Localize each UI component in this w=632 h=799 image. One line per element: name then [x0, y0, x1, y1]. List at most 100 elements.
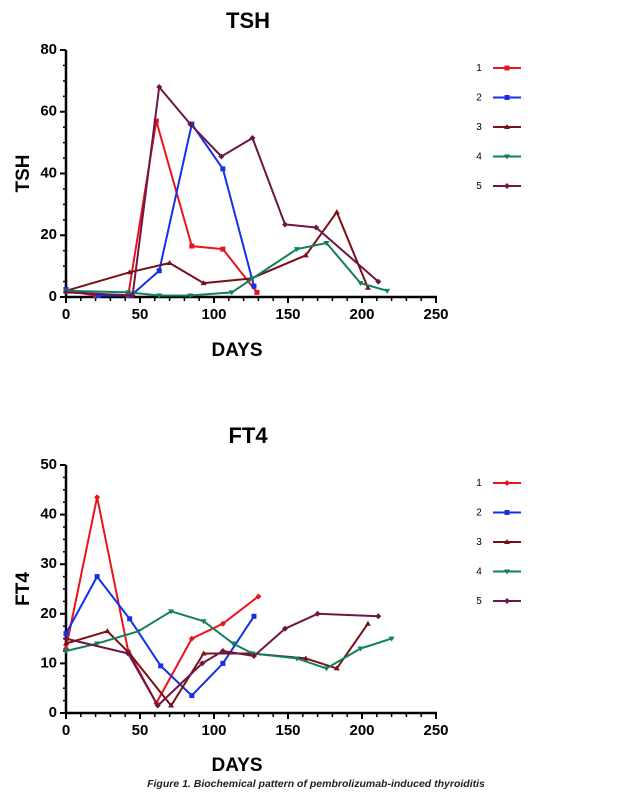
- legend-label: 2: [476, 508, 482, 519]
- data-point: [251, 613, 257, 619]
- data-point: [187, 293, 194, 299]
- data-point: [323, 240, 330, 246]
- data-point: [333, 665, 340, 671]
- data-point: [126, 269, 133, 275]
- x-tick-label: 200: [349, 722, 374, 739]
- data-point: [333, 209, 340, 215]
- data-point: [388, 636, 395, 642]
- data-point: [220, 660, 226, 666]
- series-2: [63, 121, 257, 298]
- data-point: [166, 260, 173, 266]
- chart-title: TSH: [226, 8, 270, 33]
- data-point: [125, 290, 132, 296]
- series-1: [63, 494, 262, 707]
- data-point: [200, 619, 207, 625]
- data-point: [250, 652, 257, 659]
- y-axis-label: TSH: [13, 155, 34, 193]
- y-tick-label: 40: [40, 164, 57, 181]
- data-point: [153, 118, 159, 124]
- data-point: [219, 620, 226, 627]
- x-tick-label: 250: [423, 722, 448, 739]
- data-point: [127, 616, 133, 622]
- data-point: [94, 574, 100, 580]
- series-3: [63, 209, 371, 293]
- legend-label: 5: [476, 181, 482, 192]
- x-tick-label: 0: [62, 306, 70, 323]
- x-tick-label: 100: [201, 722, 226, 739]
- data-point: [249, 134, 256, 141]
- series-4: [63, 240, 391, 299]
- legend-marker: [504, 510, 510, 515]
- data-point: [94, 641, 101, 647]
- legend-marker: [504, 539, 510, 544]
- data-point: [63, 640, 69, 646]
- y-tick-label: 20: [40, 605, 57, 622]
- data-point: [357, 281, 364, 287]
- legend-label: 1: [476, 63, 482, 74]
- y-tick-label: 30: [40, 555, 57, 572]
- data-point: [154, 702, 161, 709]
- legend-label: 2: [476, 93, 482, 104]
- x-axis-label: DAYS: [211, 755, 262, 776]
- data-point: [282, 221, 289, 228]
- data-point: [302, 655, 309, 661]
- data-point: [323, 666, 330, 672]
- data-point: [96, 292, 102, 298]
- data-point: [189, 243, 195, 249]
- legend-marker: [504, 65, 510, 71]
- data-point: [364, 284, 371, 290]
- data-point: [200, 280, 207, 286]
- data-point: [220, 166, 226, 172]
- data-point: [220, 246, 226, 252]
- data-point: [158, 663, 164, 669]
- data-point: [63, 635, 69, 642]
- legend-label: 5: [476, 596, 482, 607]
- data-point: [218, 153, 225, 160]
- series-line: [65, 496, 260, 705]
- figure-caption: Figure 1. Biochemical pattern of pembrol…: [147, 778, 485, 790]
- data-point: [125, 650, 132, 657]
- legend-marker: [504, 124, 510, 129]
- data-point: [168, 609, 175, 615]
- chart-title: FT4: [228, 423, 268, 448]
- data-point: [302, 252, 309, 258]
- y-tick-label: 20: [40, 226, 57, 243]
- data-point: [63, 631, 69, 637]
- x-tick-label: 200: [349, 306, 374, 323]
- series-3: [63, 620, 371, 708]
- legend-marker: [504, 569, 510, 575]
- data-point: [230, 641, 237, 647]
- y-axis-label: FT4: [13, 572, 34, 606]
- x-tick-label: 50: [132, 306, 149, 323]
- ft4-chart: FT4 0 10 20 30 40 50 0 50 100 150 200 250 DAYS FT4 1 2 3 4…: [13, 423, 521, 776]
- x-tick-label: 150: [275, 722, 300, 739]
- data-point: [293, 656, 300, 662]
- y-tick-label: 0: [49, 704, 57, 721]
- x-tick-label: 50: [132, 722, 149, 739]
- data-point: [63, 289, 69, 296]
- data-point: [156, 293, 163, 299]
- data-point: [375, 613, 382, 620]
- data-point: [219, 648, 226, 654]
- data-point: [156, 84, 163, 91]
- data-point: [94, 494, 101, 501]
- data-point: [293, 247, 300, 253]
- series-line: [65, 86, 379, 297]
- data-point: [249, 651, 256, 657]
- legend-label: 1: [476, 478, 482, 489]
- data-point: [63, 649, 69, 654]
- legend-marker: [504, 183, 510, 189]
- data-point: [313, 224, 320, 231]
- data-point: [251, 283, 257, 289]
- data-point: [129, 292, 136, 299]
- legend-label: 4: [476, 567, 482, 578]
- series-4: [63, 609, 395, 672]
- x-tick-label: 100: [201, 306, 226, 323]
- series-line: [65, 612, 379, 707]
- legend-marker: [504, 95, 510, 100]
- data-point: [135, 629, 142, 635]
- y-tick-label: 80: [40, 41, 57, 58]
- legend-label: 3: [476, 537, 482, 548]
- series-line: [65, 623, 369, 707]
